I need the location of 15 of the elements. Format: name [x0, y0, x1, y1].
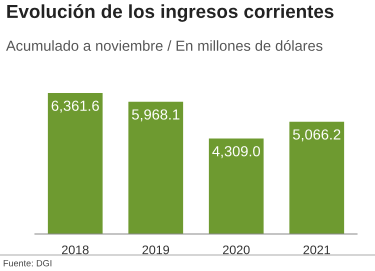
chart-subtitle: Acumulado a noviembre / En millones de dólares	[6, 40, 322, 51]
bar	[128, 102, 184, 234]
data-label: 5,066.2	[293, 129, 340, 142]
source-note: Fuente: DGI	[4, 260, 52, 266]
x-tick-label: 2020	[222, 245, 250, 254]
x-tick-label: 2018	[62, 245, 89, 254]
bar	[208, 138, 264, 234]
data-label: 6,361.6	[52, 100, 99, 113]
bar	[289, 122, 344, 234]
chart-title: Evolución de los ingresos corrientes	[7, 4, 334, 22]
data-label: 5,968.1	[132, 109, 180, 122]
data-label: 4,309.0	[212, 146, 260, 158]
x-tick-label: 2019	[142, 245, 170, 254]
x-tick-label: 2021	[303, 245, 330, 254]
bar	[48, 92, 103, 234]
